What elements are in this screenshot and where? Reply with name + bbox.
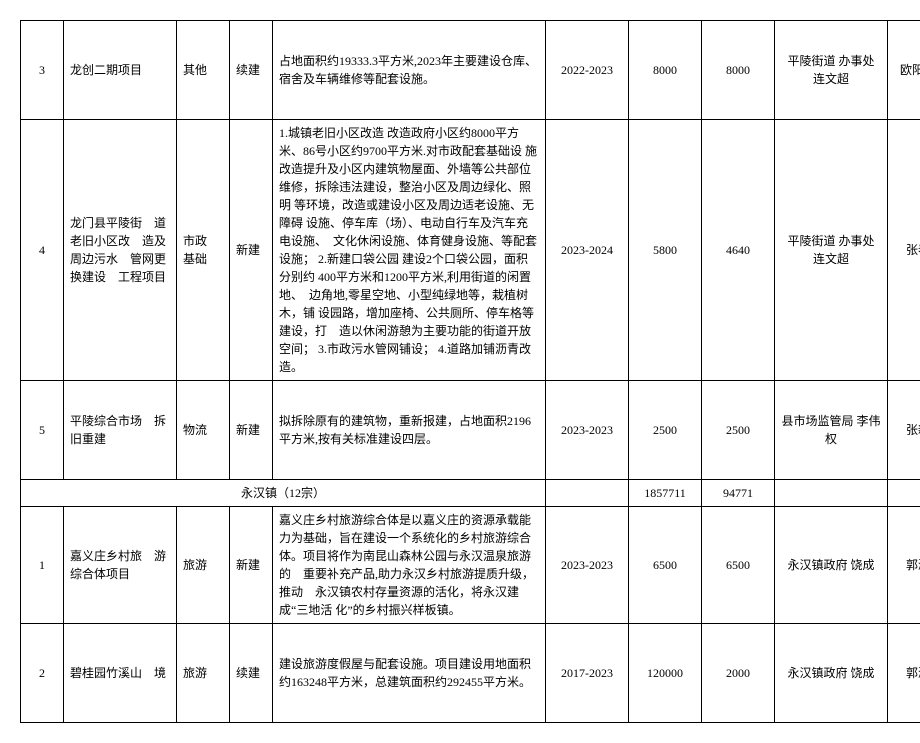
- cell-num1: 2500: [629, 381, 702, 480]
- cell-num1: 5800: [629, 120, 702, 381]
- cell-period: 2023-2023: [546, 507, 629, 624]
- cell-agency: 平陵街道 办事处 连文超: [775, 120, 888, 381]
- cell-status: 续建: [230, 21, 273, 120]
- cell-idx: 1: [21, 507, 64, 624]
- cell-name: 平陵综合市场 拆旧重建: [64, 381, 177, 480]
- cell-num2: 2500: [702, 381, 775, 480]
- table-row: 3 龙创二期项目 其他 续建 占地面积约19333.3平方米,2023年主要建设…: [21, 21, 920, 120]
- cell-person: 欧阳惠鼎: [888, 21, 920, 120]
- section-num1: 1857711: [629, 480, 702, 507]
- table-row: 2 碧桂园竹溪山 境 旅游 续建 建设旅游度假屋与配套设施。项目建设用地面积约1…: [21, 624, 920, 723]
- cell-person: 郭淑娴: [888, 624, 920, 723]
- cell-cat: 旅游: [177, 507, 230, 624]
- cell-num2: 6500: [702, 507, 775, 624]
- cell-status: 新建: [230, 507, 273, 624]
- cell-agency: 永汉镇政府 饶成: [775, 624, 888, 723]
- project-table: 3 龙创二期项目 其他 续建 占地面积约19333.3平方米,2023年主要建设…: [20, 20, 920, 723]
- cell-name: 龙门县平陵街 道老旧小区改 造及周边污水 管网更换建设 工程项目: [64, 120, 177, 381]
- cell-agency: 永汉镇政府 饶成: [775, 507, 888, 624]
- section-blank: [546, 480, 629, 507]
- cell-idx: 5: [21, 381, 64, 480]
- cell-num2: 2000: [702, 624, 775, 723]
- cell-idx: 2: [21, 624, 64, 723]
- cell-person: 张春浪: [888, 120, 920, 381]
- cell-idx: 4: [21, 120, 64, 381]
- cell-desc: 1.城镇老旧小区改造 改造政府小区约8000平方 米、86号小区约9700平方米…: [273, 120, 546, 381]
- cell-period: 2023-2023: [546, 381, 629, 480]
- table-row: 5 平陵综合市场 拆旧重建 物流 新建 拟拆除原有的建筑物，重新报建，占地面积2…: [21, 381, 920, 480]
- cell-period: 2023-2024: [546, 120, 629, 381]
- section-num2: 94771: [702, 480, 775, 507]
- cell-period: 2022-2023: [546, 21, 629, 120]
- cell-person: 郭淑娴: [888, 507, 920, 624]
- cell-person: 张新文: [888, 381, 920, 480]
- section-blank: [775, 480, 888, 507]
- cell-name: 碧桂园竹溪山 境: [64, 624, 177, 723]
- cell-num1: 8000: [629, 21, 702, 120]
- cell-cat: 物流: [177, 381, 230, 480]
- cell-agency: 县市场监管局 李伟权: [775, 381, 888, 480]
- cell-status: 续建: [230, 624, 273, 723]
- cell-period: 2017-2023: [546, 624, 629, 723]
- cell-cat: 市政 基础: [177, 120, 230, 381]
- cell-name: 嘉义庄乡村旅 游综合体项目: [64, 507, 177, 624]
- cell-num2: 4640: [702, 120, 775, 381]
- cell-desc: 拟拆除原有的建筑物，重新报建，占地面积2196 平方米,按有关标准建设四层。: [273, 381, 546, 480]
- cell-num1: 120000: [629, 624, 702, 723]
- cell-desc: 占地面积约19333.3平方米,2023年主要建设仓库、 宿舍及车辆维修等配套设…: [273, 21, 546, 120]
- cell-idx: 3: [21, 21, 64, 120]
- section-row: 永汉镇（12宗） 1857711 94771: [21, 480, 920, 507]
- cell-num1: 6500: [629, 507, 702, 624]
- cell-cat: 其他: [177, 21, 230, 120]
- cell-status: 新建: [230, 120, 273, 381]
- cell-agency: 平陵街道 办事处 连文超: [775, 21, 888, 120]
- cell-desc: 建设旅游度假屋与配套设施。项目建设用地面积约163248平方米，总建筑面积约29…: [273, 624, 546, 723]
- cell-name: 龙创二期项目: [64, 21, 177, 120]
- table-row: 1 嘉义庄乡村旅 游综合体项目 旅游 新建 嘉义庄乡村旅游综合体是以嘉义庄的资源…: [21, 507, 920, 624]
- cell-num2: 8000: [702, 21, 775, 120]
- section-blank: [888, 480, 920, 507]
- cell-desc: 嘉义庄乡村旅游综合体是以嘉义庄的资源承载能 力为基础，旨在建设一个系统化的乡村旅…: [273, 507, 546, 624]
- table-row: 4 龙门县平陵街 道老旧小区改 造及周边污水 管网更换建设 工程项目 市政 基础…: [21, 120, 920, 381]
- cell-status: 新建: [230, 381, 273, 480]
- section-title: 永汉镇（12宗）: [21, 480, 546, 507]
- cell-cat: 旅游: [177, 624, 230, 723]
